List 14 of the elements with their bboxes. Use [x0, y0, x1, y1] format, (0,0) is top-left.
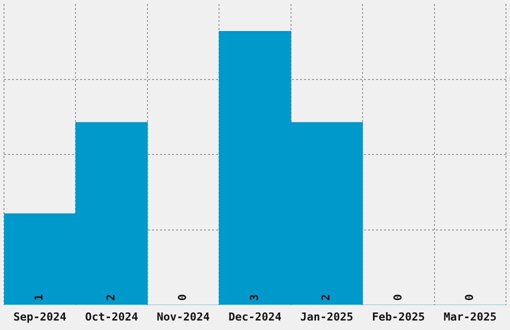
- x-tick-label: Feb-2025: [372, 310, 425, 324]
- x-tick-label: Jan-2025: [300, 310, 354, 324]
- x-tick-label: Sep-2024: [13, 310, 67, 324]
- data-label: 0: [176, 294, 190, 301]
- data-label: 3: [248, 294, 261, 301]
- x-tick-label: Nov-2024: [156, 310, 210, 324]
- data-label: 0: [463, 294, 476, 301]
- x-tick-label: Mar-2025: [444, 310, 497, 324]
- data-label: 2: [320, 294, 333, 301]
- x-tick-label: Dec-2024: [228, 310, 282, 324]
- x-tick-label: Oct-2024: [85, 310, 138, 324]
- data-label: 2: [104, 294, 118, 301]
- data-label: 0: [391, 294, 404, 301]
- data-label: 1: [32, 294, 46, 301]
